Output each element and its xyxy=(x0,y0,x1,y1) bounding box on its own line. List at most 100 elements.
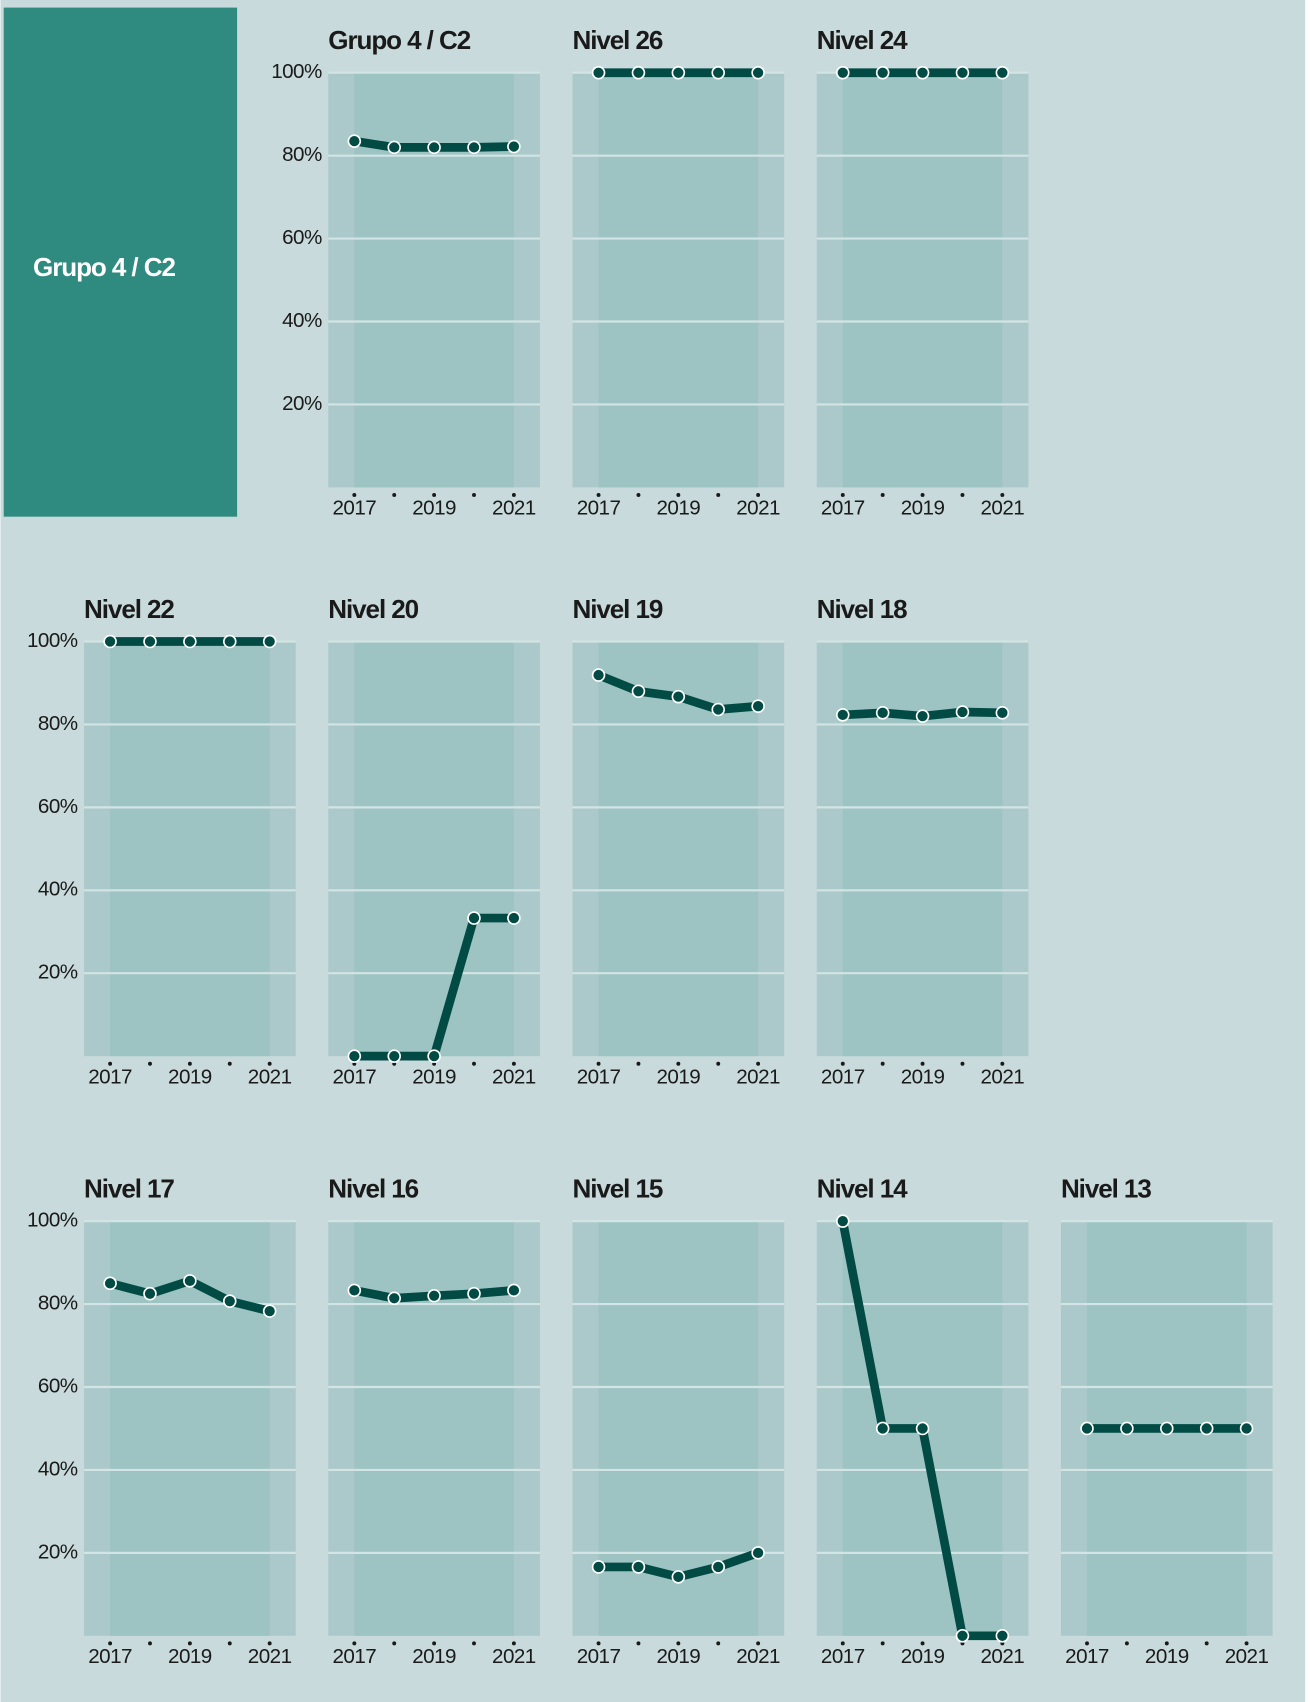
x-tick-mark xyxy=(227,1061,232,1066)
x-tick-label: 2017 xyxy=(332,1065,376,1088)
x-tick-label: 2019 xyxy=(901,497,945,520)
y-tick-label: 20% xyxy=(282,392,322,415)
x-tick-mark xyxy=(840,1641,845,1646)
point xyxy=(711,65,726,80)
x-tick-mark xyxy=(1085,1641,1089,1646)
x-tick-label: 2019 xyxy=(656,1065,700,1088)
point xyxy=(427,1049,441,1063)
panel-title: Nivel 19 xyxy=(573,594,663,624)
x-tick-label: 2019 xyxy=(412,497,456,520)
point xyxy=(836,65,850,80)
y-tick-label: 60% xyxy=(38,795,78,818)
panel-band xyxy=(842,641,1003,1057)
point xyxy=(915,1421,930,1436)
point xyxy=(427,140,441,155)
x-tick-label: 2021 xyxy=(492,1645,536,1668)
y-tick-label: 100% xyxy=(271,60,322,83)
y-tick-label: 100% xyxy=(27,1209,78,1232)
point xyxy=(387,1049,402,1063)
point xyxy=(222,1294,237,1308)
point xyxy=(387,140,402,155)
x-tick-label: 2021 xyxy=(736,497,780,520)
panel-title: Nivel 26 xyxy=(573,25,663,55)
point xyxy=(467,1286,481,1301)
point xyxy=(183,1274,197,1288)
x-tick-mark xyxy=(472,493,476,497)
point xyxy=(347,134,362,148)
point xyxy=(955,1629,970,1643)
x-tick-mark xyxy=(267,1061,272,1066)
x-tick-mark xyxy=(267,1641,272,1646)
x-tick-mark xyxy=(108,1641,113,1646)
panel-title: Nivel 22 xyxy=(84,594,174,624)
point xyxy=(995,1629,1010,1643)
point xyxy=(631,65,646,80)
panel-title: Nivel 18 xyxy=(817,594,907,624)
point xyxy=(1199,1421,1214,1436)
x-tick-mark xyxy=(148,1061,152,1066)
point xyxy=(751,65,765,80)
x-tick-mark xyxy=(716,1641,721,1646)
point xyxy=(387,1291,402,1306)
x-tick-mark xyxy=(676,493,681,497)
x-tick-mark xyxy=(511,493,516,497)
x-tick-mark xyxy=(1000,493,1005,497)
x-tick-mark xyxy=(187,1641,192,1646)
x-tick-mark xyxy=(880,1061,885,1066)
y-tick-label: 40% xyxy=(38,1457,78,1480)
x-tick-mark xyxy=(716,493,721,497)
panel-band xyxy=(354,641,514,1057)
panel-band xyxy=(354,1221,514,1636)
x-tick-label: 2021 xyxy=(981,497,1025,520)
x-tick-mark xyxy=(676,1641,681,1646)
point xyxy=(103,634,117,649)
x-tick-mark xyxy=(920,1061,925,1066)
x-tick-mark xyxy=(108,1061,113,1066)
x-tick-mark xyxy=(511,1641,516,1646)
x-tick-label: 2017 xyxy=(88,1645,132,1668)
x-tick-mark xyxy=(920,1641,925,1646)
x-tick-mark xyxy=(756,1641,761,1646)
x-tick-mark xyxy=(960,493,965,497)
x-tick-label: 2017 xyxy=(577,1065,621,1088)
x-tick-label: 2019 xyxy=(656,1645,700,1668)
point xyxy=(591,1560,606,1574)
x-tick-mark xyxy=(596,493,601,497)
x-tick-label: 2017 xyxy=(1065,1645,1109,1668)
x-tick-mark xyxy=(920,493,925,497)
point xyxy=(347,1049,362,1063)
x-tick-label: 2019 xyxy=(412,1065,456,1088)
point xyxy=(836,708,850,722)
x-tick-mark xyxy=(392,493,397,497)
x-tick-mark xyxy=(636,1641,641,1646)
point xyxy=(262,634,277,649)
x-tick-mark xyxy=(472,1641,476,1646)
point xyxy=(143,1286,157,1301)
point xyxy=(955,705,970,719)
x-tick-mark xyxy=(227,1641,232,1646)
x-tick-mark xyxy=(148,1641,152,1646)
x-tick-label: 2017 xyxy=(332,497,376,520)
x-tick-mark xyxy=(1000,1061,1005,1066)
panel-title: Grupo 4 / C2 xyxy=(328,25,470,55)
point xyxy=(915,709,930,723)
point xyxy=(183,634,197,649)
panel-title: Nivel 20 xyxy=(328,594,418,624)
y-tick-label: 60% xyxy=(38,1374,78,1397)
x-tick-label: 2017 xyxy=(821,497,865,520)
x-tick-label: 2021 xyxy=(248,1645,292,1668)
x-tick-mark xyxy=(392,1641,397,1646)
panel-band xyxy=(598,72,759,488)
x-tick-label: 2021 xyxy=(492,1065,536,1088)
point xyxy=(1239,1421,1254,1436)
panel-band xyxy=(842,72,1003,488)
group-label: Grupo 4 / C2 xyxy=(33,252,175,282)
x-tick-label: 2021 xyxy=(736,1065,780,1088)
x-tick-mark xyxy=(1124,1641,1129,1646)
x-tick-mark xyxy=(1244,1641,1249,1646)
x-tick-mark xyxy=(716,1061,721,1066)
x-tick-label: 2019 xyxy=(168,1065,212,1088)
x-tick-mark xyxy=(472,1061,476,1066)
x-tick-label: 2021 xyxy=(1225,1645,1269,1668)
